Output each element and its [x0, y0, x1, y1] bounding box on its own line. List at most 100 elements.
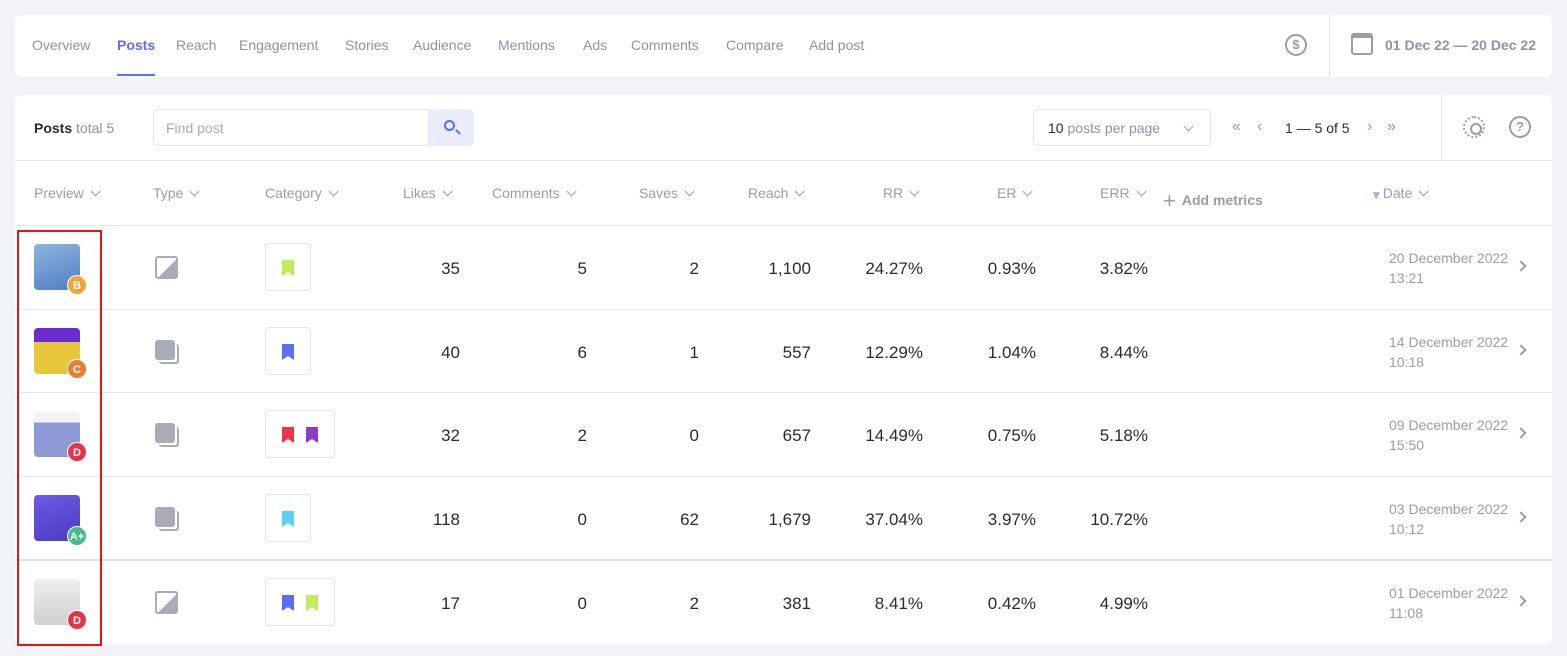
- divider: [1329, 15, 1330, 77]
- cell-rr: 8.41%: [874, 594, 923, 613]
- chevron-down-icon: [1183, 121, 1194, 132]
- col-reach[interactable]: Reach: [748, 185, 805, 201]
- add-metrics-button[interactable]: + Add metrics: [1163, 185, 1263, 213]
- chevron-down-icon: [1136, 186, 1147, 197]
- post-date: 01 December 2022 11:08: [1389, 583, 1508, 623]
- table-row[interactable]: A+ 118 0 62 1,679 37.04% 3.97% 10.72% 03 Decemb…: [15, 476, 1552, 559]
- posts-total: total 5: [76, 120, 115, 136]
- chevron-down-icon: [442, 186, 453, 197]
- bookmark-icon: [282, 427, 294, 443]
- chevron-right-icon[interactable]: [1515, 344, 1527, 356]
- post-date: 14 December 2022 10:18: [1389, 332, 1508, 372]
- grade-badge: D: [67, 610, 87, 630]
- help-icon[interactable]: ?: [1509, 116, 1531, 138]
- chevron-right-icon[interactable]: [1515, 427, 1527, 439]
- image-icon: [155, 256, 178, 279]
- bookmark-icon: [282, 344, 294, 360]
- last-page-button[interactable]: »: [1387, 118, 1396, 135]
- bookmark-icon: [306, 427, 318, 443]
- date-text: 14 December 2022: [1389, 334, 1509, 350]
- date-range-picker[interactable]: 01 Dec 22 — 20 Dec 22: [1385, 37, 1536, 53]
- cell-likes: 32: [441, 426, 460, 445]
- col-label: Type: [153, 185, 184, 201]
- chevron-down-icon: [795, 186, 805, 197]
- cell-comments: 6: [577, 343, 587, 362]
- chevron-down-icon: [909, 186, 920, 197]
- date-text: 20 December 2022: [1389, 250, 1509, 266]
- plus-icon: +: [1163, 188, 1176, 213]
- col-likes[interactable]: Likes: [403, 185, 453, 201]
- col-er[interactable]: ER: [997, 185, 1033, 201]
- col-preview[interactable]: Preview: [34, 185, 101, 201]
- col-rr[interactable]: RR: [883, 185, 920, 201]
- col-category[interactable]: Category: [265, 185, 339, 201]
- bookmark-icon: [282, 511, 294, 527]
- tab-posts[interactable]: Posts: [117, 37, 156, 76]
- highlight-box: [17, 230, 102, 646]
- cell-err: 5.18%: [1099, 426, 1148, 445]
- gear-icon[interactable]: [1463, 116, 1485, 138]
- cell-saves: 2: [689, 594, 699, 613]
- category-button[interactable]: [265, 410, 335, 458]
- search-button[interactable]: [428, 109, 474, 146]
- tab-stories[interactable]: Stories: [345, 37, 389, 53]
- col-type[interactable]: Type: [153, 185, 200, 201]
- tab-comments[interactable]: Comments: [631, 37, 699, 53]
- tab-engagement[interactable]: Engagement: [239, 37, 319, 53]
- col-label: Category: [265, 185, 322, 201]
- col-label: ERR: [1100, 185, 1130, 201]
- dollar-icon[interactable]: $: [1285, 34, 1307, 56]
- tab-mentions[interactable]: Mentions: [498, 37, 555, 53]
- cell-likes: 17: [441, 594, 460, 613]
- search-input[interactable]: [153, 109, 429, 146]
- chevron-right-icon[interactable]: [1515, 260, 1527, 272]
- date-text: 09 December 2022: [1389, 417, 1509, 433]
- category-button[interactable]: [265, 494, 311, 542]
- tab-overview[interactable]: Overview: [32, 37, 91, 53]
- posts-title: Posts total 5: [34, 120, 114, 136]
- chevron-right-icon[interactable]: [1515, 595, 1527, 607]
- next-page-button[interactable]: ›: [1367, 118, 1373, 135]
- cell-err: 3.82%: [1099, 259, 1148, 278]
- chevron-down-icon: [566, 186, 577, 197]
- table-row[interactable]: C 40 6 1 557 12.29% 1.04% 8.44% 14 December 202…: [15, 309, 1552, 392]
- col-label: Date: [1382, 185, 1413, 201]
- prev-page-button[interactable]: ‹: [1257, 118, 1263, 135]
- table-row[interactable]: D 32 2 0 657 14.49% 0.75% 5.18% 09 December 202…: [15, 392, 1552, 476]
- col-err[interactable]: ERR: [1100, 185, 1147, 201]
- carousel-icon: [155, 507, 175, 527]
- tab-add-post[interactable]: Add post: [809, 37, 865, 53]
- cell-saves: 0: [689, 426, 699, 445]
- tab-audience[interactable]: Audience: [413, 37, 472, 53]
- per-page-value: 10: [1048, 120, 1064, 136]
- cell-err: 4.99%: [1099, 594, 1148, 613]
- table-row[interactable]: D 17 0 2 381 8.41% 0.42% 4.99% 01 December 2022…: [15, 559, 1552, 643]
- col-comments[interactable]: Comments: [492, 185, 577, 201]
- chevron-down-icon: [1418, 186, 1429, 197]
- category-button[interactable]: [265, 243, 311, 291]
- first-page-button[interactable]: «: [1232, 118, 1241, 135]
- tab-reach[interactable]: Reach: [176, 37, 217, 53]
- col-date[interactable]: ⩔ Date: [1373, 185, 1429, 202]
- calendar-icon[interactable]: [1351, 33, 1373, 55]
- tab-compare[interactable]: Compare: [726, 37, 784, 53]
- category-button[interactable]: [265, 327, 311, 375]
- col-label: Preview: [34, 185, 84, 201]
- cell-er: 1.04%: [987, 343, 1036, 362]
- time-text: 13:21: [1389, 270, 1425, 286]
- category-button[interactable]: [265, 578, 335, 626]
- col-label: ER: [997, 185, 1017, 201]
- chevron-down-icon: [1023, 186, 1033, 197]
- cell-comments: 2: [577, 426, 587, 445]
- chevron-right-icon[interactable]: [1515, 511, 1527, 523]
- per-page-select[interactable]: 10 posts per page: [1033, 109, 1211, 146]
- cell-reach: 1,679: [768, 510, 811, 529]
- table-row[interactable]: B 35 5 2 1,100 24.27% 0.93% 3.82% 20 December 2…: [15, 225, 1552, 309]
- tab-ads[interactable]: Ads: [583, 37, 608, 53]
- cell-likes: 118: [432, 510, 460, 529]
- cell-rr: 24.27%: [865, 259, 923, 278]
- cell-likes: 40: [441, 343, 460, 362]
- chevron-down-icon: [684, 186, 695, 197]
- col-label: Comments: [492, 185, 560, 201]
- col-saves[interactable]: Saves: [639, 185, 695, 201]
